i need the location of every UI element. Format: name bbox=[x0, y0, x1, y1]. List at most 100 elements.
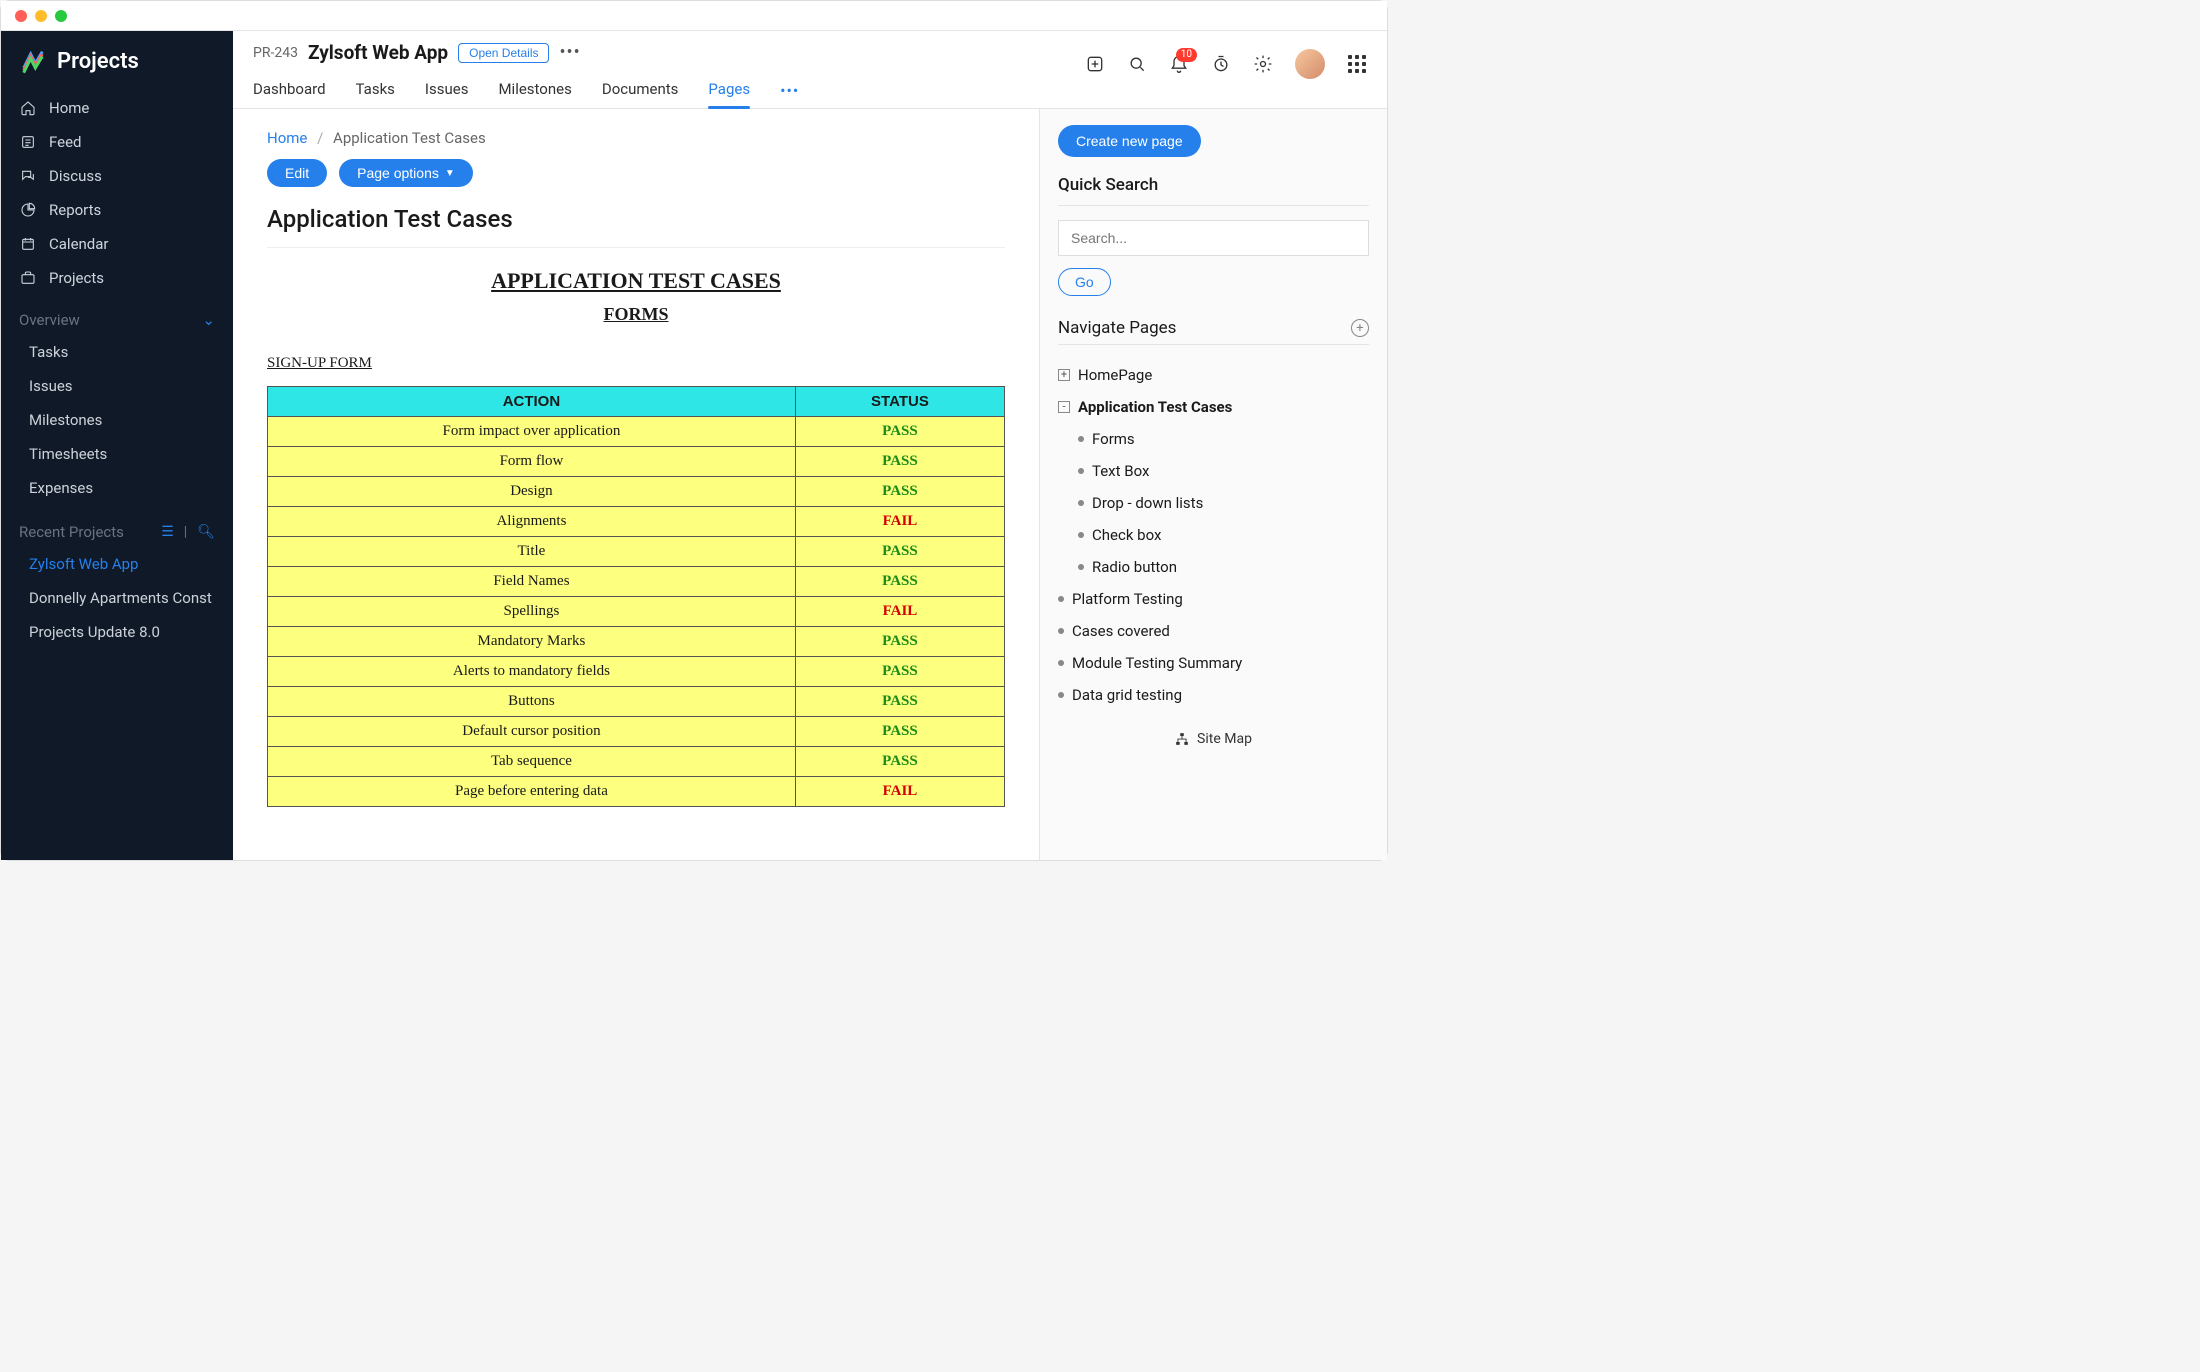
tab-dashboard[interactable]: Dashboard bbox=[253, 72, 326, 108]
sidebar-item-discuss[interactable]: Discuss bbox=[1, 159, 233, 193]
action-cell: Buttons bbox=[268, 687, 796, 717]
page-content: Home / Application Test Cases Edit Page … bbox=[233, 109, 1039, 860]
apps-grid-icon[interactable] bbox=[1347, 54, 1367, 74]
overview-item-tasks[interactable]: Tasks bbox=[1, 335, 233, 369]
overview-label: Overview bbox=[19, 311, 80, 329]
tree-node[interactable]: Text Box bbox=[1058, 455, 1369, 487]
divider bbox=[1058, 344, 1369, 345]
add-icon[interactable] bbox=[1085, 54, 1105, 74]
sidebar-item-projects[interactable]: Projects bbox=[1, 261, 233, 295]
bullet-icon bbox=[1078, 468, 1084, 474]
table-row: DesignPASS bbox=[268, 477, 1005, 507]
sidebar-item-label: Projects bbox=[49, 269, 104, 287]
create-page-button[interactable]: Create new page bbox=[1058, 125, 1201, 157]
search-icon[interactable]: 🔍︎ bbox=[197, 524, 215, 540]
table-row: TitlePASS bbox=[268, 537, 1005, 567]
overview-item-expenses[interactable]: Expenses bbox=[1, 471, 233, 505]
tree-node[interactable]: Forms bbox=[1058, 423, 1369, 455]
action-cell: Alerts to mandatory fields bbox=[268, 657, 796, 687]
tree-node[interactable]: -Application Test Cases bbox=[1058, 391, 1369, 423]
window-close-dot[interactable] bbox=[15, 10, 27, 22]
tree-node[interactable]: Module Testing Summary bbox=[1058, 647, 1369, 679]
overview-item-milestones[interactable]: Milestones bbox=[1, 403, 233, 437]
status-cell: PASS bbox=[795, 447, 1004, 477]
gear-icon[interactable] bbox=[1253, 54, 1273, 74]
tree-label: Platform Testing bbox=[1072, 590, 1183, 608]
sidebar-item-calendar[interactable]: Calendar bbox=[1, 227, 233, 261]
tree-node[interactable]: Radio button bbox=[1058, 551, 1369, 583]
tree-node[interactable]: Data grid testing bbox=[1058, 679, 1369, 711]
sidebar-item-label: Home bbox=[49, 99, 89, 117]
page-options-label: Page options bbox=[357, 165, 439, 181]
status-cell: PASS bbox=[795, 747, 1004, 777]
page-options-button[interactable]: Page options ▼ bbox=[339, 159, 473, 187]
sitemap-link[interactable]: Site Map bbox=[1058, 731, 1369, 747]
overview-item-issues[interactable]: Issues bbox=[1, 369, 233, 403]
breadcrumb-home[interactable]: Home bbox=[267, 129, 307, 147]
timer-icon[interactable] bbox=[1211, 54, 1231, 74]
sidebar-item-home[interactable]: Home bbox=[1, 91, 233, 125]
go-button[interactable]: Go bbox=[1058, 268, 1111, 296]
sidebar-item-label: Feed bbox=[49, 133, 82, 151]
bullet-icon bbox=[1058, 692, 1064, 698]
status-cell: PASS bbox=[795, 417, 1004, 447]
action-cell: Form impact over application bbox=[268, 417, 796, 447]
status-cell: PASS bbox=[795, 477, 1004, 507]
recent-nav: Zylsoft Web AppDonnelly Apartments Const… bbox=[1, 547, 233, 649]
main-area: PR-243 Zylsoft Web App Open Details ••• … bbox=[233, 31, 1387, 860]
overview-item-timesheets[interactable]: Timesheets bbox=[1, 437, 233, 471]
tab-issues[interactable]: Issues bbox=[425, 72, 469, 108]
search-input[interactable] bbox=[1058, 220, 1369, 256]
bell-icon[interactable]: 10 bbox=[1169, 54, 1189, 74]
tree-node[interactable]: Platform Testing bbox=[1058, 583, 1369, 615]
tree-node[interactable]: Drop - down lists bbox=[1058, 487, 1369, 519]
tree-node[interactable]: Check box bbox=[1058, 519, 1369, 551]
tab-tasks[interactable]: Tasks bbox=[356, 72, 395, 108]
recent-projects-head: Recent Projects ☰ | 🔍︎ bbox=[1, 505, 233, 547]
open-details-button[interactable]: Open Details bbox=[458, 43, 549, 63]
table-row: Form impact over applicationPASS bbox=[268, 417, 1005, 447]
breadcrumb-sep: / bbox=[317, 129, 323, 147]
recent-project-item[interactable]: Zylsoft Web App bbox=[1, 547, 233, 581]
doc-subtitle: FORMS bbox=[267, 304, 1005, 325]
filter-icon[interactable]: ☰ bbox=[161, 524, 174, 540]
sidebar-item-reports[interactable]: Reports bbox=[1, 193, 233, 227]
tab-documents[interactable]: Documents bbox=[602, 72, 679, 108]
table-row: Form flowPASS bbox=[268, 447, 1005, 477]
tab-milestones[interactable]: Milestones bbox=[498, 72, 571, 108]
action-cell: Alignments bbox=[268, 507, 796, 537]
tree-label: Radio button bbox=[1092, 558, 1177, 576]
calendar-icon bbox=[19, 236, 37, 252]
divider: | bbox=[184, 524, 187, 540]
brand[interactable]: Projects bbox=[1, 31, 233, 91]
more-menu-icon[interactable]: ••• bbox=[559, 42, 580, 63]
search-icon[interactable] bbox=[1127, 54, 1147, 74]
tree-label: Module Testing Summary bbox=[1072, 654, 1242, 672]
add-page-icon[interactable]: + bbox=[1351, 319, 1369, 337]
window-max-dot[interactable] bbox=[55, 10, 67, 22]
tree-node[interactable]: +HomePage bbox=[1058, 359, 1369, 391]
overview-section-head[interactable]: Overview ⌄ bbox=[1, 295, 233, 335]
tree-toggle-icon[interactable]: - bbox=[1058, 401, 1070, 413]
sidebar-item-feed[interactable]: Feed bbox=[1, 125, 233, 159]
avatar[interactable] bbox=[1295, 49, 1325, 79]
breadcrumb-current: Application Test Cases bbox=[333, 129, 486, 147]
caret-down-icon: ▼ bbox=[445, 168, 455, 179]
recent-project-item[interactable]: Donnelly Apartments Const bbox=[1, 581, 233, 615]
action-cell: Title bbox=[268, 537, 796, 567]
tree-toggle-icon[interactable]: + bbox=[1058, 369, 1070, 381]
window-min-dot[interactable] bbox=[35, 10, 47, 22]
tree-label: Application Test Cases bbox=[1078, 398, 1232, 416]
table-row: ButtonsPASS bbox=[268, 687, 1005, 717]
bullet-icon bbox=[1078, 500, 1084, 506]
discuss-icon bbox=[19, 168, 37, 184]
tree-node[interactable]: Cases covered bbox=[1058, 615, 1369, 647]
bullet-icon bbox=[1058, 596, 1064, 602]
sitemap-label: Site Map bbox=[1197, 731, 1252, 747]
sidebar-item-label: Calendar bbox=[49, 235, 109, 253]
sitemap-icon bbox=[1175, 732, 1189, 746]
recent-project-item[interactable]: Projects Update 8.0 bbox=[1, 615, 233, 649]
tabs-more-icon[interactable]: ••• bbox=[780, 81, 799, 100]
tab-pages[interactable]: Pages bbox=[708, 72, 750, 108]
edit-button[interactable]: Edit bbox=[267, 159, 327, 187]
